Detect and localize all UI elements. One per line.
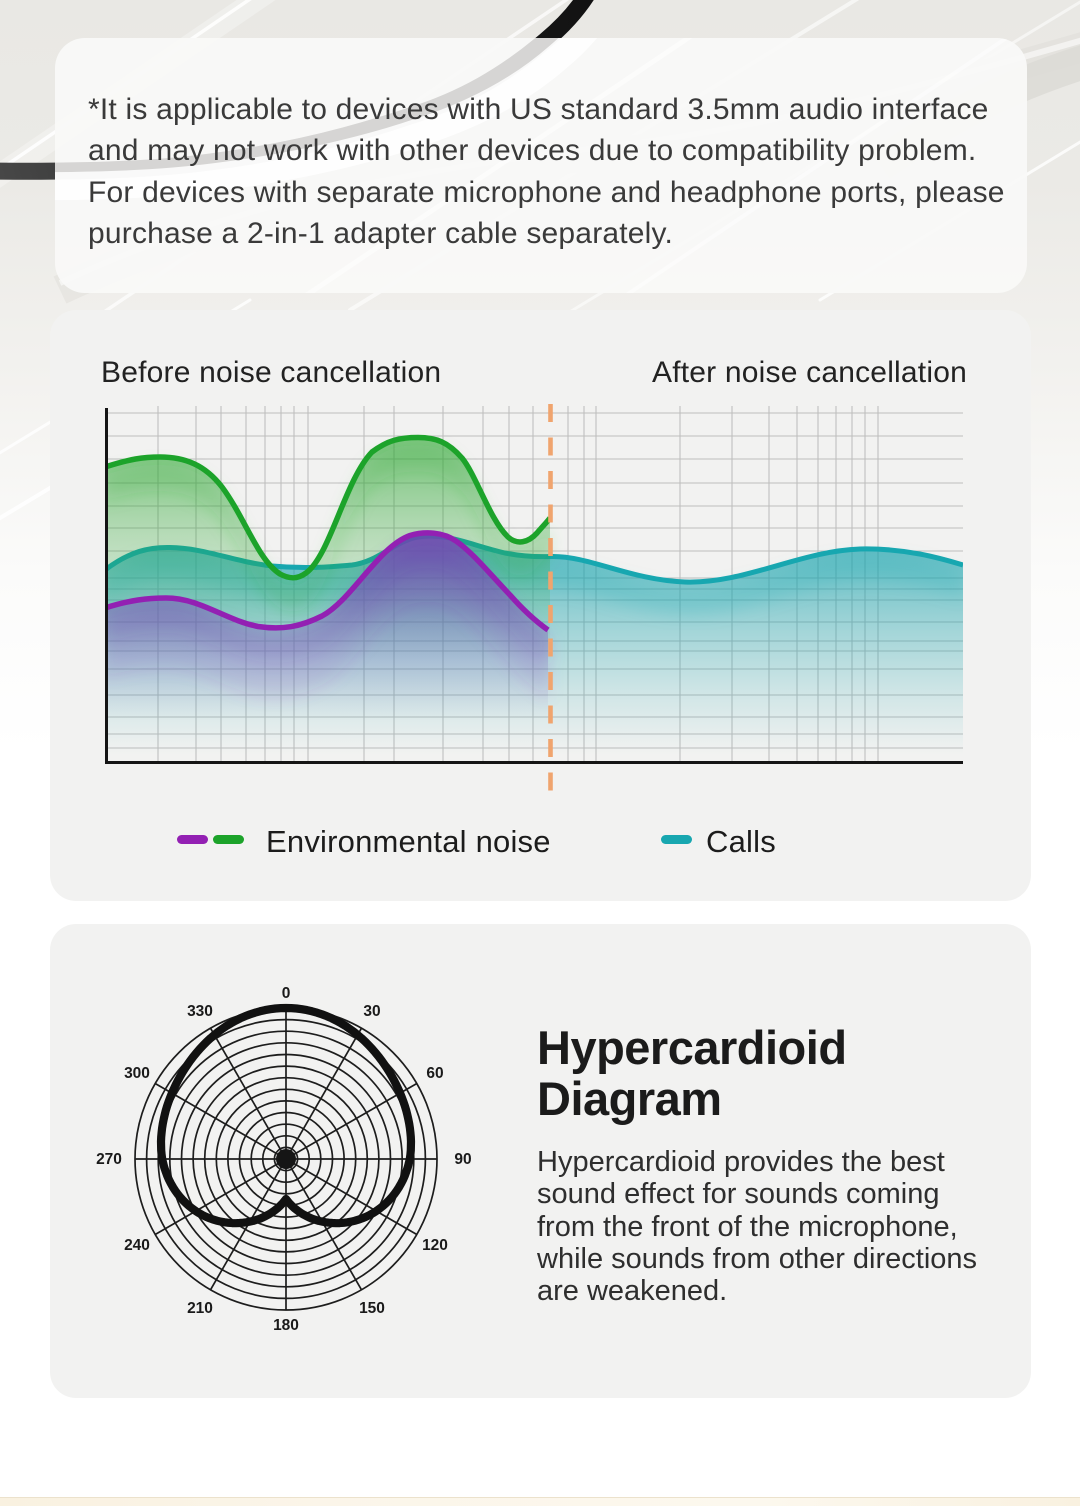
svg-text:300: 300 [124,1065,150,1082]
svg-text:210: 210 [187,1300,213,1317]
svg-text:240: 240 [124,1237,150,1254]
svg-text:60: 60 [426,1065,443,1082]
svg-text:120: 120 [422,1237,448,1254]
svg-text:270: 270 [96,1151,122,1168]
svg-text:150: 150 [359,1300,385,1317]
svg-text:90: 90 [454,1151,471,1168]
svg-text:30: 30 [363,1003,380,1020]
svg-text:0: 0 [282,985,291,1002]
svg-text:330: 330 [187,1003,213,1020]
svg-text:180: 180 [273,1317,299,1334]
